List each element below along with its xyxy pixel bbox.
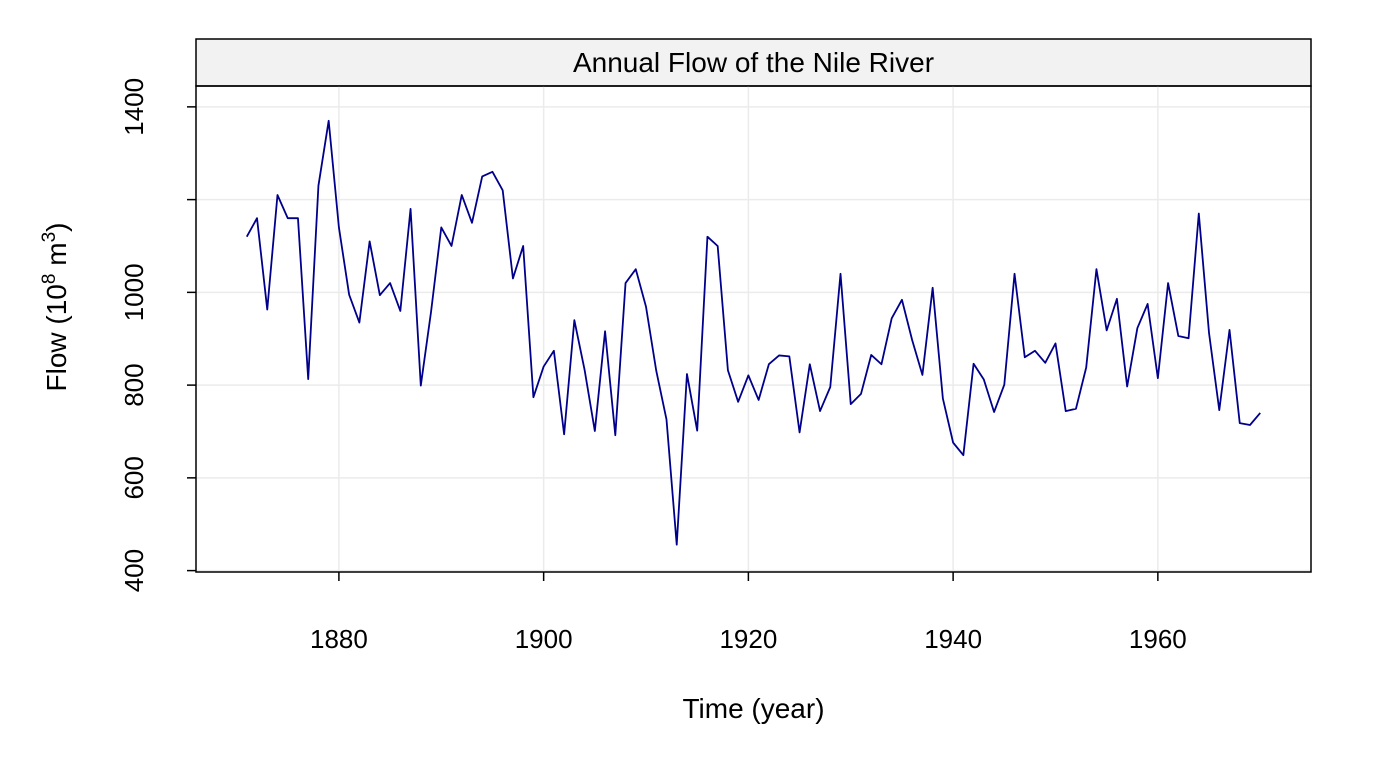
y-tick-label: 1400 bbox=[119, 78, 149, 136]
y-axis-label: Flow (108 m3) bbox=[39, 223, 72, 392]
x-axis-label: Time (year) bbox=[682, 693, 824, 724]
y-tick-label: 800 bbox=[119, 363, 149, 406]
x-tick-label: 1960 bbox=[1129, 624, 1187, 654]
plot-panel-border bbox=[195, 85, 1312, 573]
x-axis: 1880 1900 1920 1940 1960 bbox=[310, 572, 1187, 654]
chart-title: Annual Flow of the Nile River bbox=[573, 47, 934, 78]
x-tick-label: 1940 bbox=[924, 624, 982, 654]
y-tick-label: 1000 bbox=[119, 263, 149, 321]
grid-lines bbox=[196, 86, 1311, 572]
title-strip bbox=[195, 38, 1312, 87]
y-tick-label: 400 bbox=[119, 549, 149, 592]
y-axis: 400 600 800 1000 1400 bbox=[119, 78, 196, 592]
y-tick-label: 600 bbox=[119, 456, 149, 499]
x-tick-label: 1880 bbox=[310, 624, 368, 654]
x-tick-label: 1920 bbox=[719, 624, 777, 654]
x-tick-label: 1900 bbox=[515, 624, 573, 654]
series-line bbox=[245, 119, 1261, 546]
